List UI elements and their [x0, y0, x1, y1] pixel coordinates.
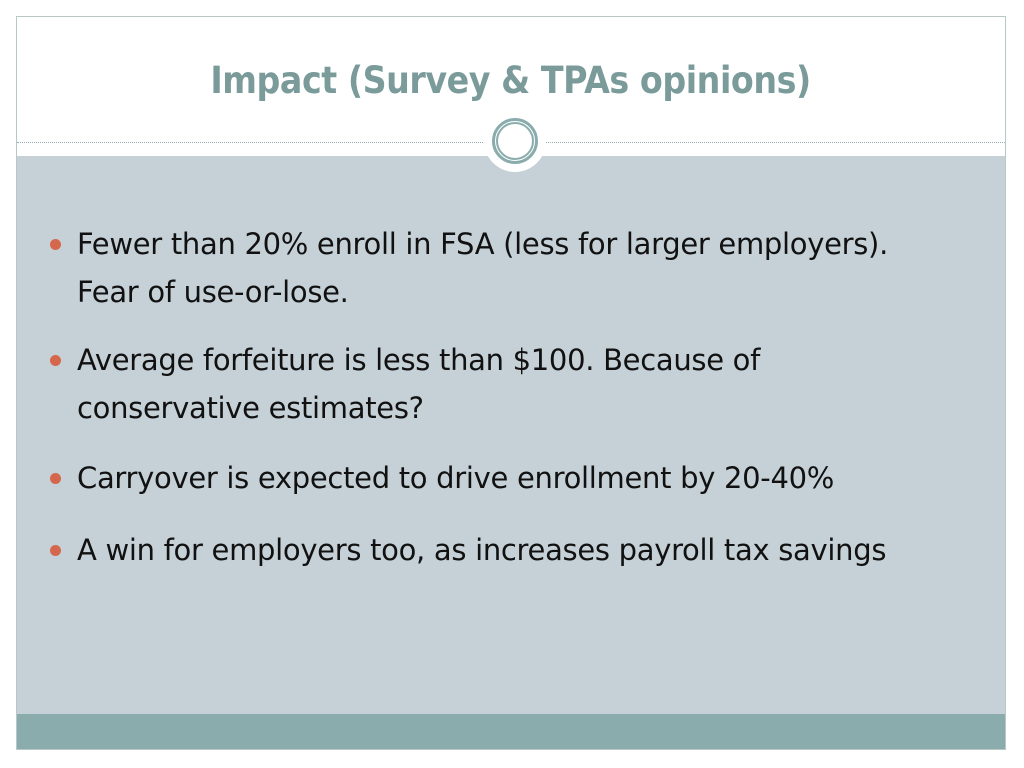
bullet-text: Average forfeiture is less than $100. Be… — [77, 343, 761, 425]
bullet-item: Carryover is expected to drive enrollmen… — [47, 454, 967, 502]
bullet-text: Fewer than 20% enroll in FSA (less for l… — [77, 227, 888, 309]
ornament-outer-ring — [492, 118, 538, 164]
bullet-list: Fewer than 20% enroll in FSA (less for l… — [47, 220, 967, 594]
bullet-text: Carryover is expected to drive enrollmen… — [77, 461, 834, 495]
bullet-item: Average forfeiture is less than $100. Be… — [47, 336, 967, 432]
bullet-text: A win for employers too, as increases pa… — [77, 533, 887, 567]
bullet-marker-icon — [50, 355, 61, 366]
slide: Impact (Survey & TPAs opinions) Fewer th… — [16, 16, 1006, 750]
content-area: Fewer than 20% enroll in FSA (less for l… — [17, 156, 1005, 716]
bullet-marker-icon — [50, 473, 61, 484]
footer-band — [17, 714, 1005, 749]
bullet-marker-icon — [50, 239, 61, 250]
slide-title: Impact (Survey & TPAs opinions) — [210, 58, 812, 102]
bullet-item: A win for employers too, as increases pa… — [47, 526, 967, 574]
circle-ornament-icon — [484, 110, 546, 172]
bullet-marker-icon — [50, 545, 61, 556]
title-area: Impact (Survey & TPAs opinions) — [17, 17, 1005, 143]
ornament-inner-ring — [496, 122, 534, 160]
bullet-item: Fewer than 20% enroll in FSA (less for l… — [47, 220, 967, 316]
